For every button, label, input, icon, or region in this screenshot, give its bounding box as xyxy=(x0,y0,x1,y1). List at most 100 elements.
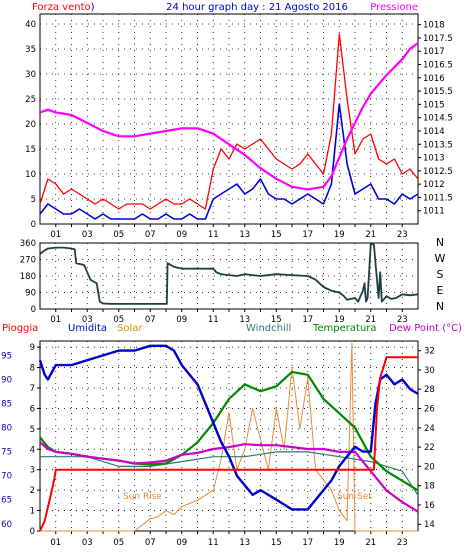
panel3-x-tick-label: 23 xyxy=(397,538,408,548)
panel1-y-tick-label: 30 xyxy=(25,70,36,80)
rain-tick-label: 3 xyxy=(30,466,35,476)
humidity-line xyxy=(38,344,419,511)
label-temperatura: Temperatura xyxy=(312,323,377,334)
panel3-x-tick-label: 21 xyxy=(365,538,376,548)
panel2-x-tick-label: 17 xyxy=(302,315,313,325)
panel1-y2-tick-label: 1011 xyxy=(423,207,445,217)
panel3-x-tick-label: 05 xyxy=(113,538,124,548)
rain-tick-label: 7 xyxy=(30,384,35,394)
panel2-x-tick-label: 09 xyxy=(176,315,187,325)
humidity-tick-label: 85 xyxy=(1,400,12,410)
panel2-y-tick-label: 180 xyxy=(20,272,36,282)
panel1-y-tick-label: 0 xyxy=(31,220,36,230)
panel2-frame xyxy=(39,242,419,310)
temp-tick-label: 18 xyxy=(424,482,435,492)
panel1-y-tick-label: 20 xyxy=(25,120,36,130)
panel2-y-tick-label: 360 xyxy=(20,239,36,249)
temp-tick-label: 26 xyxy=(424,405,435,415)
temp-tick-label: 14 xyxy=(424,520,435,530)
temp-tick-label: 24 xyxy=(424,424,435,434)
panel2-x-tick-label: 03 xyxy=(82,315,93,325)
panel2-x-tick-label: 15 xyxy=(271,315,282,325)
rain-tick-label: 9 xyxy=(30,343,35,353)
wind-speed-line xyxy=(39,103,419,220)
panel1-frame xyxy=(39,13,419,225)
humidity-tick-label: 95 xyxy=(1,351,12,361)
panel2-x-tick-label: 07 xyxy=(145,315,156,325)
panel2-y-tick-label: 90 xyxy=(25,289,36,299)
humidity-tick-label: 65 xyxy=(1,496,12,506)
panel1-x-tick-label: 09 xyxy=(176,230,187,240)
panel1-x-tick-label: 17 xyxy=(302,230,313,240)
panel3-x-tick-label: 17 xyxy=(302,538,313,548)
rain-line xyxy=(39,356,418,532)
panel1-right-label: Pressione xyxy=(370,2,418,13)
panel1-y-tick-label: 25 xyxy=(25,95,36,105)
panel1-x-tick-label: 21 xyxy=(365,230,376,240)
panel1-y2-tick-label: 1015 xyxy=(423,100,445,110)
solar-line xyxy=(40,342,418,532)
panel1-y-tick-label: 5 xyxy=(31,195,36,205)
temp-tick-label: 28 xyxy=(424,385,435,395)
compass-label: E xyxy=(437,284,444,297)
compass-label: W xyxy=(435,252,446,265)
compass-label: S xyxy=(437,268,444,281)
rain-humidity-temperature-panel: 6065707580859095012345678914161820222426… xyxy=(1,340,435,548)
rain-tick-label: 1 xyxy=(30,507,35,517)
panel3-x-tick-label: 19 xyxy=(334,538,345,548)
wind-gust-line xyxy=(39,33,419,210)
label-solar: Solar xyxy=(117,323,143,334)
panel2-x-tick-label: 01 xyxy=(50,315,61,325)
panel1-x-tick-label: 01 xyxy=(50,230,61,240)
panel3-x-tick-label: 03 xyxy=(82,538,93,548)
panel3-x-tick-label: 07 xyxy=(145,538,156,548)
panel1-y2-tick-label: 1012.5 xyxy=(423,167,453,177)
panel2-x-tick-label: 19 xyxy=(334,315,345,325)
temp-tick-label: 22 xyxy=(424,443,435,453)
panel2-x-tick-label: 11 xyxy=(208,315,219,325)
sun-rise-annotation: Sun Rise xyxy=(123,492,162,502)
panel1-y2-tick-label: 1012 xyxy=(423,180,445,190)
rain-tick-label: 5 xyxy=(30,425,35,435)
panel3-x-tick-label: 13 xyxy=(239,538,250,548)
panel1-x-tick-label: 07 xyxy=(145,230,156,240)
label-dew-point: Dew Point (°C) xyxy=(389,323,462,334)
panel1-y2-tick-label: 1013.5 xyxy=(423,140,453,150)
panel1-x-tick-label: 03 xyxy=(82,230,93,240)
panel1-y-tick-label: 10 xyxy=(25,170,36,180)
rain-tick-label: 2 xyxy=(30,486,35,496)
temp-tick-label: 16 xyxy=(424,501,435,511)
panel2-x-tick-label: 05 xyxy=(113,315,124,325)
humidity-tick-label: 70 xyxy=(1,472,12,482)
dew-point-line xyxy=(39,441,419,513)
rain-tick-label: 8 xyxy=(30,364,35,374)
panel1-x-tick-label: 05 xyxy=(113,230,124,240)
panel1-x-tick-label: 23 xyxy=(397,230,408,240)
panel1-y2-tick-label: 1013 xyxy=(423,154,445,164)
humidity-tick-label: 90 xyxy=(1,375,12,385)
wind-direction-line xyxy=(39,242,419,305)
temp-tick-label: 32 xyxy=(424,347,435,357)
panel1-y2-tick-label: 1015.5 xyxy=(423,87,453,97)
panel2-y-tick-label: 0 xyxy=(31,305,36,315)
panel1-y2-tick-label: 1017.5 xyxy=(423,34,453,44)
panel3-x-tick-label: 01 xyxy=(50,538,61,548)
rain-tick-label: 0 xyxy=(30,527,35,537)
temp-tick-label: 30 xyxy=(424,366,435,376)
rain-tick-label: 4 xyxy=(30,445,35,455)
panel1-y2-tick-label: 1016 xyxy=(423,74,445,84)
panel1-x-tick-label: 13 xyxy=(239,230,250,240)
label-windchill: Windchill xyxy=(246,323,291,334)
panel1-left-label: Forza vento) xyxy=(32,2,95,13)
panel1-y2-tick-label: 1017 xyxy=(423,47,445,57)
panel1-y2-tick-label: 1014 xyxy=(423,127,445,137)
panel1-x-tick-label: 19 xyxy=(334,230,345,240)
panel1-y-tick-label: 15 xyxy=(25,145,36,155)
panel2-x-tick-label: 21 xyxy=(365,315,376,325)
humidity-tick-label: 75 xyxy=(1,448,12,458)
panel3-x-tick-label: 09 xyxy=(176,538,187,548)
panel1-x-tick-label: 11 xyxy=(208,230,219,240)
sun-set-annotation: Sun Set xyxy=(337,492,372,502)
